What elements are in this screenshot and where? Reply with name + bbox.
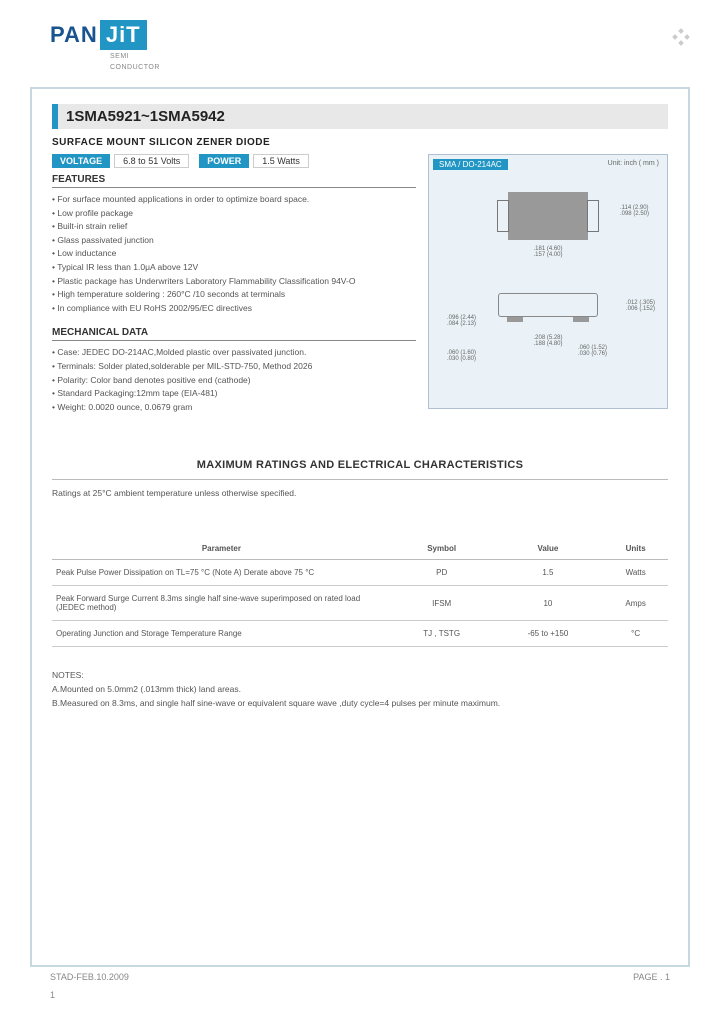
dim-height: .114 (2.90).098 (2.50) <box>620 205 649 217</box>
table-cell: -65 to +150 <box>493 621 604 647</box>
feature-item: For surface mounted applications in orde… <box>52 193 416 207</box>
features-list: For surface mounted applications in orde… <box>52 193 416 315</box>
logo-pan: PAN <box>50 22 98 48</box>
table-cell: Peak Pulse Power Dissipation on TL=75 °C… <box>52 560 391 586</box>
feature-item: High temperature soldering : 260°C /10 s… <box>52 288 416 302</box>
dim-side-h: .096 (2.44).084 (2.13) <box>447 315 476 327</box>
mech-item: Standard Packaging:12mm tape (EIA-481) <box>52 387 416 401</box>
spec-row: VOLTAGE 6.8 to 51 Volts POWER 1.5 Watts <box>52 154 416 168</box>
notes-body: A.Mounted on 5.0mm2 (.013mm thick) land … <box>52 683 668 710</box>
voltage-label: VOLTAGE <box>52 154 110 168</box>
notes-heading: NOTES: <box>52 669 668 683</box>
table-header-cell: Parameter <box>52 538 391 560</box>
voltage-value: 6.8 to 51 Volts <box>114 154 189 168</box>
package-diagram: SMA / DO-214AC Unit: inch ( mm ) .114 (2… <box>428 154 668 409</box>
table-header-cell: Value <box>493 538 604 560</box>
logo-sub1: SEMI <box>110 53 129 60</box>
feature-item: In compliance with EU RoHS 2002/95/EC di… <box>52 302 416 316</box>
ratings-table: ParameterSymbolValueUnits Peak Pulse Pow… <box>52 538 668 647</box>
dim-total-width: .208 (5.28).188 (4.80) <box>433 335 663 347</box>
package-top-view <box>508 192 588 240</box>
table-header-cell: Units <box>603 538 668 560</box>
diagram-unit-label: Unit: inch ( mm ) <box>608 160 659 167</box>
power-label: POWER <box>199 154 249 168</box>
header: PAN JiT SEMI CONDUCTOR <box>0 0 720 82</box>
features-heading: FEATURES <box>52 174 416 188</box>
package-side-view <box>498 293 598 317</box>
mech-item: Weight: 0.0020 ounce, 0.0679 gram <box>52 401 416 415</box>
rating-condition-note: Ratings at 25°C ambient temperature unle… <box>52 488 668 498</box>
table-cell: Peak Forward Surge Current 8.3ms single … <box>52 586 391 621</box>
table-cell: Amps <box>603 586 668 621</box>
mech-heading: MECHANICAL DATA <box>52 327 416 341</box>
table-cell: 1.5 <box>493 560 604 586</box>
table-cell: IFSM <box>391 586 493 621</box>
power-value: 1.5 Watts <box>253 154 309 168</box>
left-column: VOLTAGE 6.8 to 51 Volts POWER 1.5 Watts … <box>52 154 416 414</box>
feature-item: Low inductance <box>52 247 416 261</box>
dim-width: .181 (4.60).157 (4.00) <box>433 246 663 258</box>
datasheet-page: PAN JiT SEMI CONDUCTOR 1SMA5921~1SMA5942… <box>0 0 720 1012</box>
note-line: B.Measured on 8.3ms, and single half sin… <box>52 697 668 711</box>
table-cell: °C <box>603 621 668 647</box>
right-column: SMA / DO-214AC Unit: inch ( mm ) .114 (2… <box>428 154 668 414</box>
table-cell: 10 <box>493 586 604 621</box>
table-cell: TJ , TSTG <box>391 621 493 647</box>
table-body: Peak Pulse Power Dissipation on TL=75 °C… <box>52 560 668 647</box>
page-number: 1 <box>50 990 55 1000</box>
feature-item: Plastic package has Underwriters Laborat… <box>52 275 416 289</box>
table-header-cell: Symbol <box>391 538 493 560</box>
product-subtitle: SURFACE MOUNT SILICON ZENER DIODE <box>52 137 668 148</box>
table-cell: PD <box>391 560 493 586</box>
logo-jit: JiT <box>100 20 147 50</box>
two-column-layout: VOLTAGE 6.8 to 51 Volts POWER 1.5 Watts … <box>52 154 668 414</box>
dim-gap: .060 (1.60).030 (0.80) <box>447 350 476 362</box>
mech-item: Polarity: Color band denotes positive en… <box>52 374 416 388</box>
feature-item: Typical IR less than 1.0μA above 12V <box>52 261 416 275</box>
title-bar: 1SMA5921~1SMA5942 <box>52 104 668 129</box>
mech-item: Terminals: Solder plated,solderable per … <box>52 360 416 374</box>
max-ratings-title: MAXIMUM RATINGS AND ELECTRICAL CHARACTER… <box>52 459 668 471</box>
content-frame: 1SMA5921~1SMA5942 SURFACE MOUNT SILICON … <box>30 87 690 967</box>
dim-thickness: .012 (.305).006 (.152) <box>626 300 655 312</box>
footer-page: PAGE . 1 <box>633 972 670 982</box>
footer-date: STAD-FEB.10.2009 <box>50 972 129 982</box>
mech-item: Case: JEDEC DO-214AC,Molded plastic over… <box>52 346 416 360</box>
table-row: Peak Pulse Power Dissipation on TL=75 °C… <box>52 560 668 586</box>
notes-section: NOTES: A.Mounted on 5.0mm2 (.013mm thick… <box>52 669 668 710</box>
decorative-dots <box>672 28 690 46</box>
table-header-row: ParameterSymbolValueUnits <box>52 538 668 560</box>
page-footer: STAD-FEB.10.2009 PAGE . 1 <box>50 972 670 982</box>
feature-item: Low profile package <box>52 207 416 221</box>
logo: PAN JiT <box>50 20 147 50</box>
part-number-title: 1SMA5921~1SMA5942 <box>66 108 660 125</box>
table-cell: Watts <box>603 560 668 586</box>
logo-sub2: CONDUCTOR <box>110 64 160 71</box>
mech-list: Case: JEDEC DO-214AC,Molded plastic over… <box>52 346 416 414</box>
dim-lead: .060 (1.52).030 (0.76) <box>578 345 607 357</box>
diagram-header: SMA / DO-214AC <box>433 159 508 170</box>
logo-subtitle: SEMI CONDUCTOR <box>110 50 160 72</box>
table-row: Peak Forward Surge Current 8.3ms single … <box>52 586 668 621</box>
note-line: A.Mounted on 5.0mm2 (.013mm thick) land … <box>52 683 668 697</box>
feature-item: Glass passivated junction <box>52 234 416 248</box>
feature-item: Built-in strain relief <box>52 220 416 234</box>
logo-block: PAN JiT SEMI CONDUCTOR <box>50 20 160 72</box>
table-cell: Operating Junction and Storage Temperatu… <box>52 621 391 647</box>
table-row: Operating Junction and Storage Temperatu… <box>52 621 668 647</box>
